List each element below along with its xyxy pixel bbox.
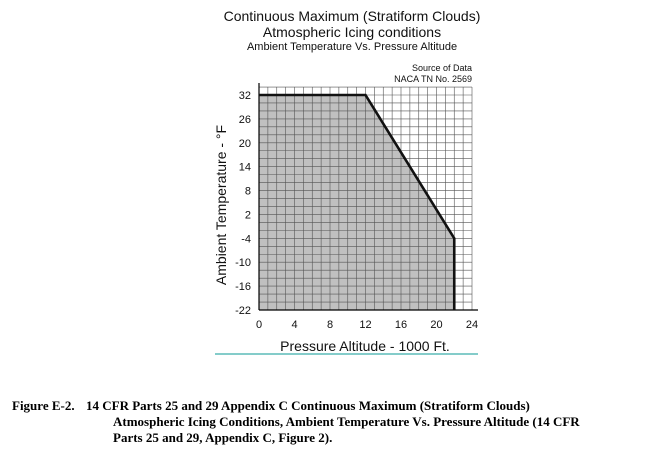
chart-subtitle: Atmospheric Icing conditions xyxy=(263,24,441,40)
caption-label: Figure E-2. xyxy=(12,398,75,413)
y-tick-label: -4 xyxy=(241,233,251,245)
y-tick-label: 26 xyxy=(239,114,251,126)
y-tick-label: 14 xyxy=(239,162,251,174)
x-tick-label: 24 xyxy=(466,319,478,331)
chart-subtitle-2: Ambient Temperature Vs. Pressure Altitud… xyxy=(247,41,457,53)
y-tick-label: -22 xyxy=(235,305,251,317)
x-tick-label: 4 xyxy=(291,319,297,331)
x-tick-label: 16 xyxy=(395,319,407,331)
x-tick-label: 20 xyxy=(430,319,442,331)
x-tick-label: 8 xyxy=(327,319,333,331)
y-axis-label: Ambient Temperature - °F xyxy=(213,125,229,285)
x-tick-label: 0 xyxy=(256,319,262,331)
y-tick-label: 20 xyxy=(239,138,251,150)
caption-line-1: 14 CFR Parts 25 and 29 Appendix C Contin… xyxy=(86,398,530,413)
y-tick-label: 8 xyxy=(245,186,251,198)
x-tick-label: 12 xyxy=(359,319,371,331)
caption-line-3: Parts 25 and 29, Appendix C, Figure 2). xyxy=(113,430,333,445)
source-line-2: NACA TN No. 2569 xyxy=(394,74,472,84)
source-line-1: Source of Data xyxy=(412,63,472,73)
chart-title: Continuous Maximum (Stratiform Clouds) xyxy=(224,8,481,24)
y-tick-label: 32 xyxy=(239,90,251,102)
boundary-line xyxy=(259,93,456,310)
y-tick-label: 2 xyxy=(245,209,251,221)
y-tick-label: -16 xyxy=(235,281,251,293)
x-axis-label: Pressure Altitude - 1000 Ft. xyxy=(280,338,450,354)
caption-line-2: Atmospheric Icing Conditions, Ambient Te… xyxy=(113,414,580,429)
y-tick-label: -10 xyxy=(235,257,251,269)
